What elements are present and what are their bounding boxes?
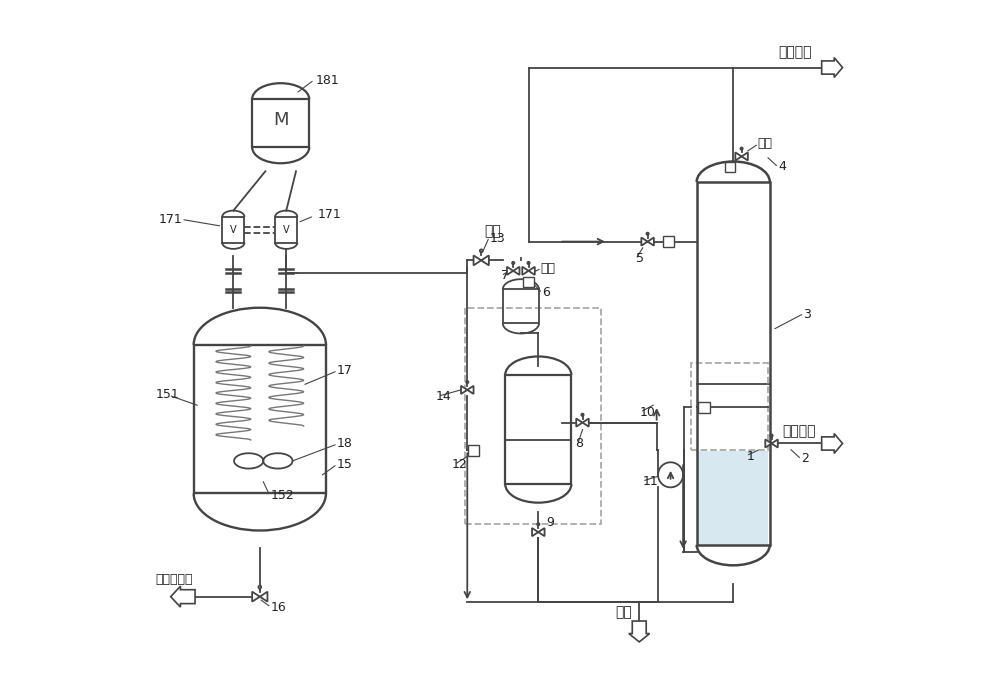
Text: 5: 5: [636, 252, 644, 266]
Bar: [697, 182, 770, 545]
Text: 152: 152: [270, 489, 294, 502]
Polygon shape: [529, 267, 535, 275]
Text: 12: 12: [451, 458, 467, 471]
Circle shape: [258, 586, 261, 589]
Circle shape: [480, 250, 483, 252]
Polygon shape: [576, 419, 583, 426]
Text: M: M: [273, 110, 288, 129]
Bar: [523, 277, 534, 287]
Text: 17: 17: [336, 364, 352, 377]
Text: 排空: 排空: [540, 261, 555, 275]
Polygon shape: [532, 528, 538, 536]
Circle shape: [527, 262, 530, 264]
Bar: [468, 445, 479, 456]
Bar: [275, 217, 297, 243]
Polygon shape: [507, 267, 513, 275]
Text: 181: 181: [316, 73, 339, 87]
Text: 4: 4: [778, 160, 786, 173]
Bar: [505, 375, 571, 484]
Polygon shape: [467, 386, 474, 394]
Bar: [663, 236, 674, 247]
Text: 151: 151: [155, 388, 179, 401]
Polygon shape: [522, 267, 529, 275]
Polygon shape: [641, 238, 648, 245]
Bar: [698, 451, 768, 545]
Text: 14: 14: [436, 390, 452, 403]
Polygon shape: [171, 586, 195, 607]
Text: 3: 3: [803, 308, 811, 321]
Polygon shape: [513, 267, 519, 275]
Circle shape: [646, 233, 649, 235]
Text: V: V: [283, 225, 290, 235]
Circle shape: [740, 147, 743, 150]
Polygon shape: [260, 591, 267, 602]
Circle shape: [658, 462, 683, 487]
Text: 8: 8: [575, 437, 583, 450]
Circle shape: [466, 381, 468, 383]
Text: 7: 7: [501, 268, 509, 282]
Text: 进气: 进气: [485, 224, 501, 238]
Text: 9: 9: [547, 516, 555, 529]
Text: 2: 2: [801, 452, 809, 466]
Polygon shape: [648, 238, 654, 245]
Bar: [503, 289, 539, 324]
Text: 6: 6: [542, 286, 550, 299]
Bar: [725, 161, 735, 172]
Text: 排污: 排污: [615, 605, 632, 619]
Polygon shape: [461, 386, 467, 394]
Text: 13: 13: [490, 231, 505, 245]
Text: 11: 11: [643, 475, 658, 489]
Polygon shape: [583, 419, 589, 426]
Polygon shape: [474, 255, 481, 266]
Text: 15: 15: [336, 458, 352, 471]
Bar: [252, 99, 309, 147]
Text: 1: 1: [747, 449, 755, 463]
Circle shape: [512, 262, 514, 264]
Polygon shape: [772, 440, 778, 447]
Polygon shape: [765, 440, 772, 447]
Polygon shape: [822, 57, 843, 78]
Polygon shape: [735, 152, 742, 161]
Text: 排空: 排空: [758, 138, 773, 150]
Text: 后续工段: 后续工段: [778, 45, 812, 59]
Bar: [222, 217, 244, 243]
Text: 171: 171: [318, 208, 341, 221]
Polygon shape: [822, 433, 843, 454]
Bar: [465, 308, 601, 524]
Text: 后续工段: 后续工段: [782, 424, 815, 438]
Text: 催化剂再生: 催化剂再生: [155, 572, 193, 586]
Text: 10: 10: [639, 405, 655, 419]
Polygon shape: [481, 255, 489, 266]
Polygon shape: [629, 621, 650, 642]
Text: 171: 171: [159, 212, 183, 226]
Bar: [691, 363, 768, 450]
Circle shape: [770, 435, 773, 437]
Polygon shape: [252, 591, 260, 602]
Text: V: V: [230, 225, 237, 235]
Circle shape: [581, 414, 584, 416]
Polygon shape: [742, 152, 748, 161]
Bar: [698, 402, 710, 413]
Circle shape: [537, 523, 539, 526]
Text: 18: 18: [336, 437, 352, 450]
Bar: [194, 345, 326, 493]
Text: 16: 16: [270, 600, 286, 614]
Polygon shape: [538, 528, 545, 536]
